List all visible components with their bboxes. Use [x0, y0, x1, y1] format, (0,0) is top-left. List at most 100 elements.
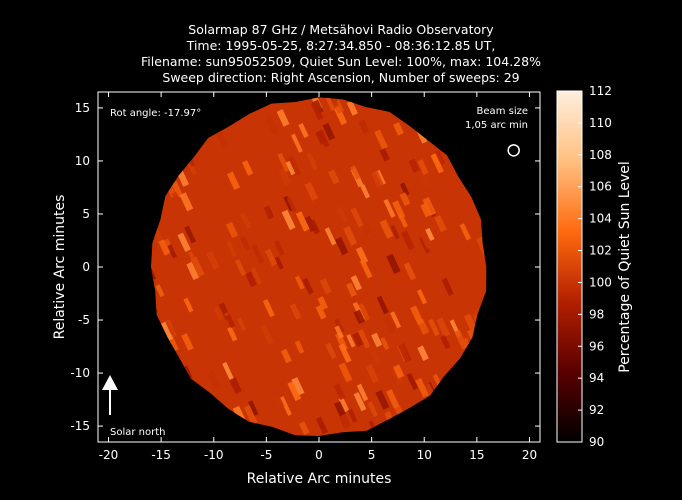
disk-texture-patch [338, 343, 352, 363]
solar-north-arrow-icon [102, 375, 118, 415]
disk-texture-patch [295, 211, 310, 232]
disk-texture-patch [151, 265, 157, 281]
disk-texture-patch [350, 275, 362, 291]
disk-texture-patch [441, 277, 454, 296]
disk-texture-patch [289, 303, 302, 320]
disk-texture-patch [226, 171, 241, 190]
disk-texture-patch [294, 340, 305, 354]
disk-texture-patch [317, 296, 329, 310]
colorbar-tick-label: 102 [589, 244, 612, 258]
disk-texture-patch [243, 404, 258, 425]
y-tick-label: 15 [75, 101, 90, 115]
disk-texture-patch [171, 181, 184, 198]
colorbar-tick-label: 106 [589, 180, 612, 194]
disk-texture-patch [406, 372, 419, 391]
disk-texture-patch [350, 165, 361, 180]
disk-texture-patch [229, 377, 242, 394]
disk-texture-patch [358, 119, 370, 134]
disk-texture-patch [386, 389, 400, 409]
disk-texture-patch [294, 275, 305, 290]
disk-texture-patch [430, 161, 444, 181]
disk-texture-patch [298, 122, 309, 139]
disk-texture-patch [265, 248, 278, 267]
disk-texture-patch [319, 278, 332, 295]
disk-texture-patch [274, 240, 285, 256]
x-tick-label: -15 [151, 448, 171, 462]
disk-texture-patch [393, 122, 404, 136]
x-tick-label: -20 [99, 448, 119, 462]
disk-texture-patch [290, 133, 303, 153]
disk-texture-patch [347, 408, 358, 423]
x-tick-label: 20 [522, 448, 537, 462]
disk-texture [151, 97, 487, 436]
disk-texture-patch [298, 421, 310, 436]
disk-texture-patch [367, 401, 378, 417]
disk-texture-patch [417, 345, 429, 361]
disk-texture-patch [360, 184, 371, 199]
title-line-4: Sweep direction: Right Ascension, Number… [162, 70, 520, 85]
disk-texture-patch [279, 396, 292, 416]
disk-texture-patch [302, 277, 314, 295]
disk-texture-patch [399, 192, 411, 206]
disk-texture-patch [315, 416, 329, 435]
colorbar-tick-label: 112 [589, 84, 612, 98]
disk-texture-patch [343, 225, 358, 246]
disk-texture-patch [459, 223, 471, 241]
disk-texture-patch [382, 315, 397, 335]
x-tick-label: 10 [417, 448, 432, 462]
disk-texture-patch [436, 317, 451, 338]
disk-texture-patch [183, 297, 194, 313]
disk-texture-patch [240, 212, 252, 230]
disk-texture-patch [167, 244, 177, 259]
disk-texture-patch [306, 152, 318, 171]
y-tick-label: -5 [78, 313, 90, 327]
disk-texture-patch [287, 380, 302, 402]
x-tick-label: -5 [260, 448, 272, 462]
disk-texture-patch [379, 219, 394, 239]
disk-texture-patch [158, 239, 171, 256]
disk-texture-patch [324, 227, 337, 246]
disk-texture-patch [419, 230, 433, 250]
disk-texture-patch [371, 332, 383, 348]
colorbar-ticks: 90 92 94 96 98 100 102 104 106 108 110 112 [578, 84, 612, 449]
disk-texture-patch [245, 271, 257, 288]
disk-texture-patch [325, 342, 337, 360]
disk-texture-patch [214, 128, 229, 149]
beam-size-circle [507, 144, 520, 157]
disk-texture-patch [234, 259, 247, 277]
y-tick-label: 10 [75, 154, 90, 168]
disk-texture-patch [286, 155, 302, 177]
solar-north-label: Solar north [110, 427, 166, 438]
disk-texture-patch [336, 206, 349, 224]
disk-texture-patch [380, 337, 390, 351]
disk-texture-patch [286, 196, 297, 213]
disk-texture-patch [155, 284, 165, 298]
disk-texture-patch [422, 197, 437, 216]
disk-texture-patch [375, 389, 390, 410]
disk-texture-patch [356, 383, 369, 402]
disk-texture-patch [360, 220, 371, 235]
x-tick-label: -10 [204, 448, 224, 462]
disk-texture-patch [281, 209, 296, 231]
disk-texture-patch [383, 198, 396, 218]
disk-texture-patch [408, 158, 420, 173]
disk-texture-patch [338, 362, 353, 383]
disk-texture-patch [226, 145, 238, 160]
disk-texture-patch [418, 170, 432, 190]
disk-texture-patch [325, 97, 339, 109]
disk-texture-patch [184, 225, 196, 244]
disk-texture-patch [225, 221, 239, 239]
x-tick-label: 5 [368, 448, 376, 462]
sun-disk [151, 97, 487, 437]
y-axis-label: Relative Arc minutes [52, 195, 68, 340]
disk-texture-patch [222, 362, 235, 382]
disk-texture-patch [291, 377, 305, 396]
disk-texture-patch [188, 251, 199, 268]
disk-texture-patch [397, 342, 412, 363]
chart-title: Solarmap 87 GHz / Metsähovi Radio Observ… [0, 22, 682, 86]
disk-texture-patch [357, 329, 371, 349]
disk-texture-patch [309, 219, 320, 235]
disk-texture-patch [346, 333, 356, 348]
disk-texture-patch [240, 236, 251, 252]
disk-texture-patch [227, 326, 238, 342]
